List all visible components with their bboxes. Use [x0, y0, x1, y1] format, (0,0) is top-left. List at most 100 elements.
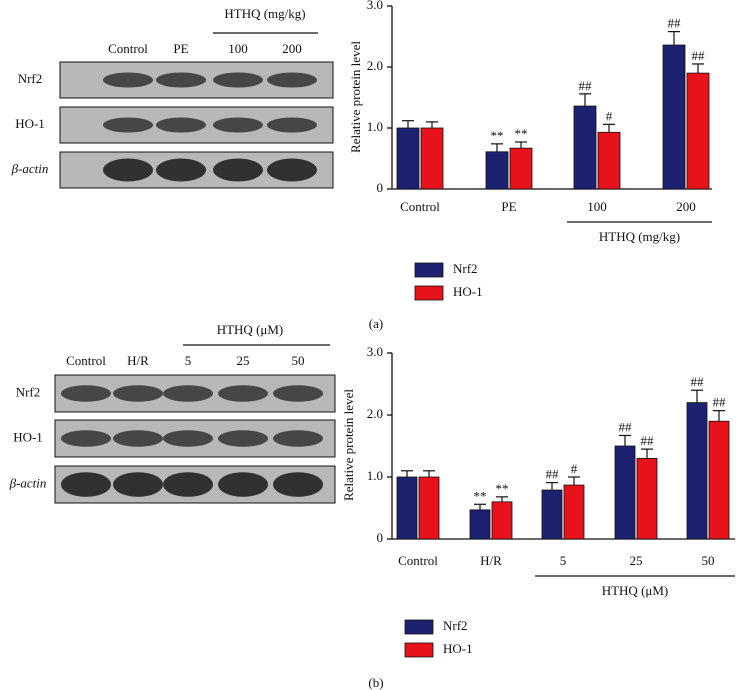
bar — [662, 44, 686, 190]
y-tick-label: 3.0 — [367, 344, 383, 359]
blot-band — [113, 430, 163, 447]
blot-header: HTHQ (μM) — [217, 322, 284, 337]
blot-band — [103, 158, 153, 182]
bar — [420, 127, 444, 190]
y-tick-label: 0 — [377, 530, 384, 545]
row-label: HO-1 — [13, 429, 43, 444]
legend-swatch — [414, 262, 444, 278]
blot-band — [267, 72, 317, 88]
significance-mark: ## — [641, 433, 655, 448]
legend-swatch — [404, 619, 434, 635]
legend-swatch — [404, 642, 434, 658]
x-tick-label: PE — [501, 199, 516, 214]
lane-label: H/R — [127, 353, 149, 368]
bar — [686, 402, 708, 540]
blot-band — [156, 117, 206, 133]
significance-mark: ** — [515, 126, 528, 141]
bar — [563, 484, 585, 540]
y-tick-label: 3.0 — [367, 0, 383, 12]
significance-mark: ** — [474, 488, 487, 503]
blot-band — [113, 472, 163, 497]
blot-header: HTHQ (mg/kg) — [224, 6, 305, 21]
legend-label: HO-1 — [453, 284, 483, 299]
blot-band — [61, 472, 111, 497]
blot-band — [156, 158, 206, 182]
significance-mark: ## — [692, 48, 706, 63]
blot-band — [267, 158, 317, 182]
significance-mark: ## — [713, 395, 727, 410]
bar — [708, 420, 730, 540]
bar — [485, 151, 509, 190]
legend-label: Nrf2 — [443, 618, 468, 633]
bar — [614, 445, 636, 540]
significance-mark: ## — [579, 78, 593, 93]
blot-band — [213, 158, 263, 182]
significance-mark: ** — [496, 481, 509, 496]
blot-band — [103, 72, 153, 88]
significance-mark: # — [571, 461, 578, 476]
x-tick-label: Control — [398, 553, 438, 568]
x-tick-label: 50 — [702, 553, 715, 568]
x-tick-label: 200 — [676, 199, 696, 214]
lane-label: Control — [66, 353, 106, 368]
lane-label: 5 — [185, 353, 192, 368]
legend-swatch — [414, 285, 444, 301]
bar — [396, 476, 418, 540]
bar — [491, 501, 513, 540]
significance-mark: ## — [619, 419, 633, 434]
bar — [636, 457, 658, 540]
bar — [396, 127, 420, 190]
bar — [686, 72, 710, 190]
group-label: HTHQ (mg/kg) — [599, 229, 680, 244]
bar — [573, 105, 597, 190]
blot-band — [273, 430, 323, 447]
y-tick-label: 1.0 — [367, 119, 383, 134]
bar — [509, 147, 533, 190]
row-label: β-actin — [9, 475, 47, 490]
blot-band — [273, 472, 323, 497]
lane-label: 50 — [292, 353, 305, 368]
significance-mark: ## — [668, 16, 682, 31]
blot-band — [61, 430, 111, 447]
x-tick-label: H/R — [480, 553, 502, 568]
lane-label: 200 — [282, 41, 302, 56]
blot-band — [156, 72, 206, 88]
bar — [541, 489, 563, 540]
bar — [418, 476, 440, 540]
bar — [597, 131, 621, 190]
blot-band — [213, 72, 263, 88]
lane-label: PE — [173, 41, 188, 56]
x-tick-label: Control — [400, 199, 440, 214]
y-axis-label: Relative protein level — [348, 41, 363, 153]
y-tick-label: 0 — [377, 180, 384, 195]
x-tick-label: 5 — [560, 553, 567, 568]
lane-label: Control — [108, 41, 148, 56]
y-axis-label: Relative protein level — [341, 389, 356, 501]
y-tick-label: 1.0 — [367, 468, 383, 483]
y-tick-label: 2.0 — [367, 58, 383, 73]
blot-band — [163, 385, 213, 402]
significance-mark: ## — [691, 374, 705, 389]
blot-band — [218, 385, 268, 402]
row-label: β-actin — [11, 161, 49, 176]
blot-band — [273, 385, 323, 402]
panel-label: (b) — [368, 675, 383, 690]
lane-label: 100 — [228, 41, 248, 56]
legend-label: HO-1 — [443, 641, 473, 656]
blot-band — [61, 385, 111, 402]
bar — [469, 509, 491, 540]
blot-band — [163, 472, 213, 497]
blot-band — [267, 117, 317, 133]
x-tick-label: 100 — [587, 199, 607, 214]
row-label: Nrf2 — [18, 71, 43, 86]
blot-band — [113, 385, 163, 402]
group-label: HTHQ (μM) — [602, 583, 669, 598]
significance-mark: ## — [546, 467, 560, 482]
x-tick-label: 25 — [630, 553, 643, 568]
row-label: Nrf2 — [16, 384, 41, 399]
blot-band — [213, 117, 263, 133]
row-label: HO-1 — [15, 116, 45, 131]
significance-mark: # — [606, 108, 613, 123]
panel-label: (a) — [369, 316, 383, 331]
